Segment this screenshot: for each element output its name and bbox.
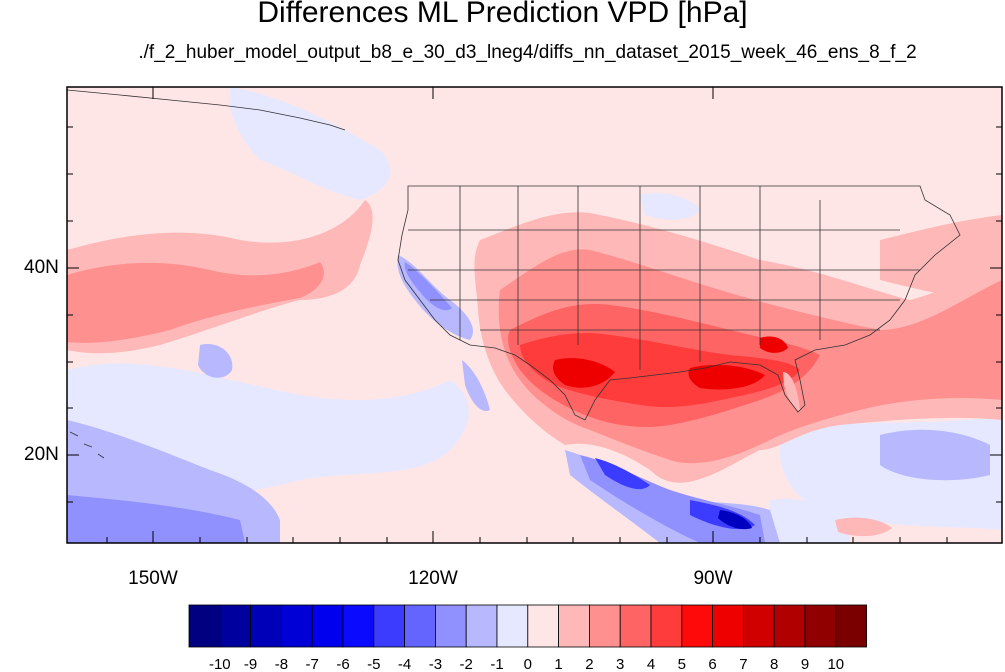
pacific-salmon-band: [67, 262, 324, 343]
colorbar-swatch: [773, 604, 806, 648]
louisiana-dark-red-core: [688, 364, 765, 390]
map-subtitle: ./f_2_huber_model_output_b8_e_30_d3_lneg…: [138, 42, 917, 63]
colorbar-tick-label: 0: [524, 656, 532, 672]
pacific-blue-patch: [198, 344, 233, 378]
colorbar-tick-label: -10: [209, 656, 231, 672]
colorbar-swatch: [250, 604, 282, 648]
colorbar-swatch: [681, 604, 713, 648]
north-pacific-light-blue-region: [229, 87, 391, 200]
ylabel-40n: 40N: [24, 257, 59, 278]
colorbar-swatch: [835, 604, 867, 648]
conus-coastline: [397, 185, 961, 421]
baja-blue-region: [462, 360, 490, 411]
colorbar-labels: -10 -9 -8 -7 -6 -5 -4 -3 -2 -1 0 1 2 3 4 5 6 7 8 9 10: [209, 656, 844, 672]
colorbar-swatch: [373, 604, 405, 648]
central-america-navy-core: [718, 510, 752, 530]
map-title: Differences ML Prediction VPD [hPa]: [257, 0, 748, 29]
colorbar-swatch: [496, 604, 529, 648]
hudson-light-blue-region: [640, 193, 700, 220]
colorbar-tick-label: 4: [647, 656, 655, 672]
colorbar-swatch: [219, 604, 252, 648]
colorbar-tick-label: 7: [739, 656, 747, 672]
colorbar-tick-label: -2: [460, 656, 473, 672]
coastline-outlines: [67, 89, 961, 459]
colorbar-tick-label: 1: [554, 656, 562, 672]
colorbar-tick-label: -4: [398, 656, 411, 672]
colorbar-swatch: [404, 604, 436, 648]
colorbar-tick-label: -6: [336, 656, 349, 672]
mexico-deep-blue-region: [595, 458, 650, 490]
florida-light-patch: [783, 372, 800, 411]
california-mid-blue-region: [404, 262, 452, 311]
colorbar-tick-label: 9: [801, 656, 809, 672]
colorbar-tick-label: -9: [244, 656, 257, 672]
colorbar-swatch: [311, 604, 344, 648]
colorbar-tick-label: -7: [306, 656, 319, 672]
central-pacific-mid-blue-region: [67, 495, 245, 543]
xlabel-90w: 90W: [693, 568, 733, 589]
colorbar-swatch: [527, 604, 559, 648]
colorbar-swatch: [558, 604, 590, 648]
colorbar-swatch: [434, 604, 467, 648]
atlantic-pink-region: [880, 215, 1002, 300]
caribbean-light-blue-region: [770, 498, 850, 543]
colorbar: [188, 604, 867, 648]
colorbar-swatch: [712, 604, 744, 648]
colorbar-tick-label: 3: [616, 656, 624, 672]
colorbar-swatch: [280, 604, 313, 648]
colorbar-swatch: [804, 604, 837, 648]
axis-ticks: [67, 87, 1002, 543]
hawaii-islands: [69, 431, 105, 459]
colorbar-tick-label: 10: [827, 656, 844, 672]
xlabel-150w: 150W: [128, 568, 178, 589]
alaska-coastline: [67, 89, 346, 131]
colorbar-tick-label: 8: [770, 656, 778, 672]
colorbar-tick-label: -3: [429, 656, 442, 672]
colorbar-tick-label: 2: [585, 656, 593, 672]
colorbar-tick-label: -8: [275, 656, 288, 672]
colorbar-tick-label: -1: [490, 656, 503, 672]
colorbar-tick-label: -5: [367, 656, 380, 672]
state-border-lines: [408, 186, 920, 370]
colorbar-swatch: [619, 604, 652, 648]
georgia-dark-red-core: [760, 336, 788, 353]
colorbar-swatch: [650, 604, 683, 648]
colorbar-swatch: [342, 604, 375, 648]
colorbar-tick-label: 5: [678, 656, 686, 672]
texas-dark-red-core: [553, 358, 615, 388]
map-field: [67, 87, 1002, 543]
xlabel-120w: 120W: [408, 568, 458, 589]
gulf-east-blue-region: [880, 429, 990, 481]
colorbar-swatch: [589, 604, 621, 648]
colorbar-tick-label: 6: [708, 656, 716, 672]
colorbar-swatch: [188, 604, 221, 648]
colorbar-swatch: [465, 604, 498, 648]
ylabel-20n: 20N: [24, 444, 59, 465]
colorbar-swatch: [743, 604, 775, 648]
caribbean-pink-blob: [835, 517, 892, 537]
